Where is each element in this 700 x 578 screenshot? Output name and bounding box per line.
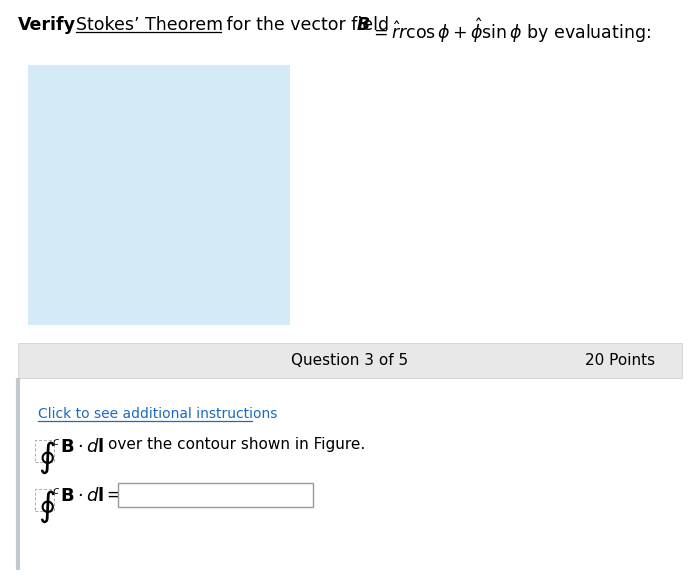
Bar	[18, 343, 682, 378]
Text: 4: 4	[217, 291, 225, 305]
Text: Verify: Verify	[18, 16, 76, 34]
Text: 2: 2	[59, 199, 66, 212]
Text: $\bfit{B}$: $\bfit{B}$	[356, 16, 370, 34]
Text: Click to see additional instructions: Click to see additional instructions	[38, 407, 277, 421]
Text: $c$: $c$	[52, 486, 60, 496]
Text: $x$: $x$	[276, 272, 286, 286]
Text: $y$: $y$	[76, 73, 87, 88]
Text: $= \hat{r}r\cos\phi + \hat{\phi}\sin\phi$ by evaluating:: $= \hat{r}r\cos\phi + \hat{\phi}\sin\phi…	[370, 16, 651, 45]
Text: $\mathbf{B} \cdot d\mathbf{l}$: $\mathbf{B} \cdot d\mathbf{l}$	[60, 487, 104, 505]
Bar	[35, 440, 54, 462]
Text: over the contour shown in Figure.: over the contour shown in Figure.	[108, 437, 365, 452]
Text: $c$: $c$	[52, 437, 60, 447]
Bar	[118, 483, 313, 507]
Text: 20 Points: 20 Points	[585, 353, 655, 368]
Text: $\oint$: $\oint$	[38, 489, 55, 525]
Text: $\mathbf{B} \cdot d\mathbf{l}$: $\mathbf{B} \cdot d\mathbf{l}$	[60, 438, 104, 456]
Text: Question 3 of 5: Question 3 of 5	[291, 353, 409, 368]
Text: 2: 2	[144, 291, 151, 305]
Text: 4: 4	[59, 125, 66, 139]
Bar	[28, 65, 290, 325]
Text: Stokes’ Theorem: Stokes’ Theorem	[76, 16, 223, 34]
Text: =: =	[106, 486, 120, 504]
Text: 0: 0	[58, 277, 66, 290]
Text: for the vector field: for the vector field	[221, 16, 395, 34]
Text: $\oint$: $\oint$	[38, 440, 55, 476]
Bar	[35, 489, 54, 511]
